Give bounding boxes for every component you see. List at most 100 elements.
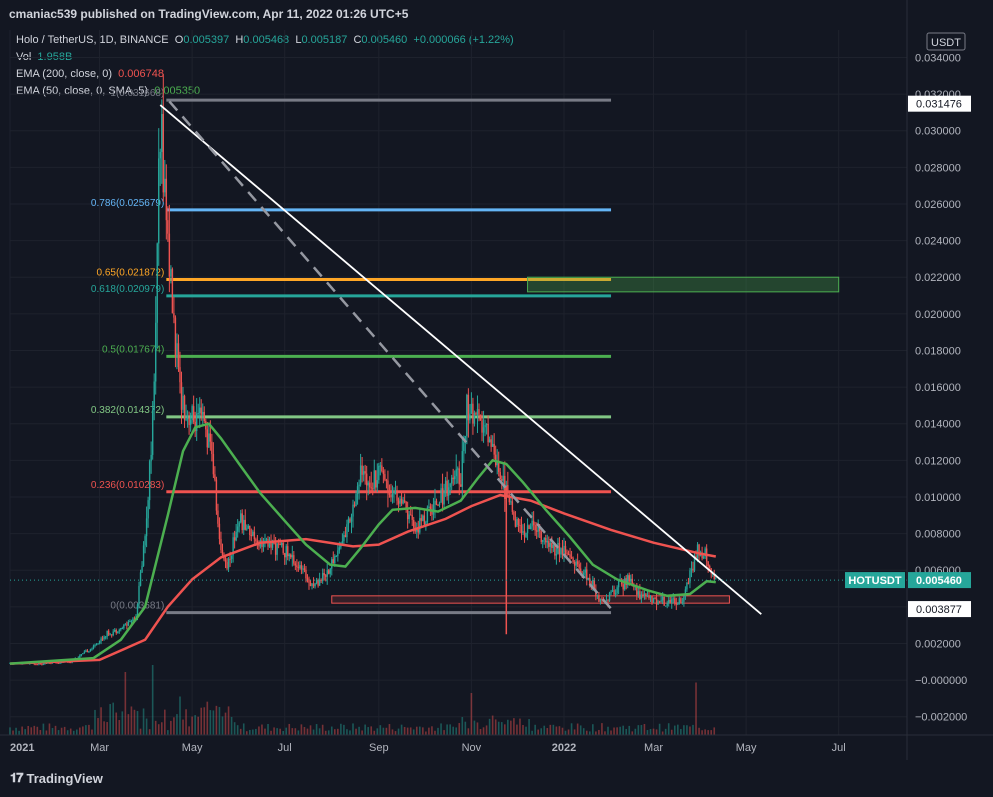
candle-body [324, 575, 327, 577]
candle-body [183, 395, 186, 420]
volume-bar [291, 728, 294, 735]
candle-body [669, 599, 671, 603]
candle-body [639, 591, 641, 599]
volume-bar [415, 726, 418, 735]
candle-body [610, 591, 612, 594]
volume-bar [349, 730, 351, 735]
volume-bar [42, 723, 45, 735]
indicator-lines [9, 422, 717, 665]
y-tick-label: 0.020000 [915, 309, 961, 321]
symbol-badge [845, 572, 905, 589]
candle-body [162, 113, 164, 193]
candle-body [539, 526, 541, 532]
volume-bar [245, 731, 248, 735]
volume-bar [112, 702, 115, 735]
volume-bar [170, 720, 172, 735]
candle-body [129, 621, 131, 623]
volume-bar [115, 712, 118, 735]
candle-body [306, 578, 309, 580]
symbol-name[interactable]: Holo / TetherUS, 1D, BINANCE [16, 34, 169, 46]
volume-bar [576, 723, 579, 735]
candle-body [317, 579, 319, 586]
candle-body [469, 413, 471, 421]
candle-body [631, 578, 633, 586]
candle-body [221, 550, 224, 556]
candle-body [367, 482, 369, 486]
volume-bar [646, 730, 649, 735]
volume-bar [279, 728, 281, 735]
candle-body [561, 548, 564, 555]
volume-bar [558, 726, 561, 735]
volume-bar [673, 725, 676, 735]
candle-body [328, 570, 330, 574]
volume-bar [69, 728, 72, 735]
candle-body [365, 473, 368, 486]
candle-body [502, 475, 504, 481]
candle-body [320, 579, 322, 581]
volume-bar [655, 729, 658, 735]
candle-body [522, 531, 524, 533]
volume-bar [628, 725, 631, 735]
volume-bar [713, 727, 716, 735]
candle-body [277, 543, 280, 545]
candle-body [297, 566, 300, 569]
candle-body [255, 539, 257, 542]
candle-body [464, 435, 467, 443]
candle-body [294, 563, 297, 566]
candle-body [230, 555, 233, 560]
candle-body [584, 569, 586, 573]
candle-body [171, 269, 174, 314]
volume-bar [661, 731, 664, 735]
volume-bar [637, 725, 640, 735]
candle-body [616, 587, 618, 594]
candle-body [206, 429, 209, 448]
candle-body [715, 578, 717, 580]
volume-bar [640, 725, 643, 735]
candle-body [572, 558, 574, 563]
candle-body [573, 562, 576, 566]
volume-bar [412, 729, 415, 735]
volume-bar [458, 723, 461, 735]
volume-bar [652, 728, 655, 735]
volume-bar [519, 718, 521, 735]
volume-bar [352, 723, 354, 735]
footer-brand[interactable]: 𝟏𝟕 TradingView [10, 770, 103, 786]
volume-bar [537, 729, 539, 735]
volume-bar [72, 730, 75, 735]
candle-body [200, 407, 202, 415]
candle-body [356, 486, 359, 494]
volume-bar [485, 725, 488, 735]
support-zone-box [331, 595, 730, 604]
candle-body [443, 491, 445, 505]
candle-body [233, 537, 236, 541]
candle-body [45, 662, 48, 664]
candle-body [92, 645, 95, 649]
candle-body [29, 663, 31, 665]
candle-body [643, 593, 646, 596]
fib-level-label: 0.382(0.014372) [91, 405, 164, 416]
volume-bar [619, 726, 621, 735]
volume-bar [324, 730, 327, 735]
candle-body [224, 559, 227, 563]
candle-body [170, 269, 172, 277]
volume-bar [288, 723, 291, 735]
ema200-value: 0.006748 [118, 68, 165, 80]
volume-bar [388, 724, 391, 735]
candle-body [579, 568, 582, 576]
volume-bar [470, 693, 473, 735]
candle-body [651, 596, 653, 603]
ema200-label[interactable]: EMA (200, close, 0) [16, 68, 112, 80]
candle-body [488, 439, 491, 443]
candle-body [420, 518, 423, 521]
candle-body [182, 395, 184, 410]
volume-bar [570, 723, 573, 735]
candle-body [115, 630, 117, 634]
volume-bar [592, 724, 594, 735]
candle-body [350, 516, 353, 522]
volume-bar [343, 724, 345, 735]
volume-bar [391, 729, 394, 735]
volume-bar [367, 727, 369, 735]
candle-body [476, 409, 479, 415]
high-label: H [235, 34, 244, 46]
